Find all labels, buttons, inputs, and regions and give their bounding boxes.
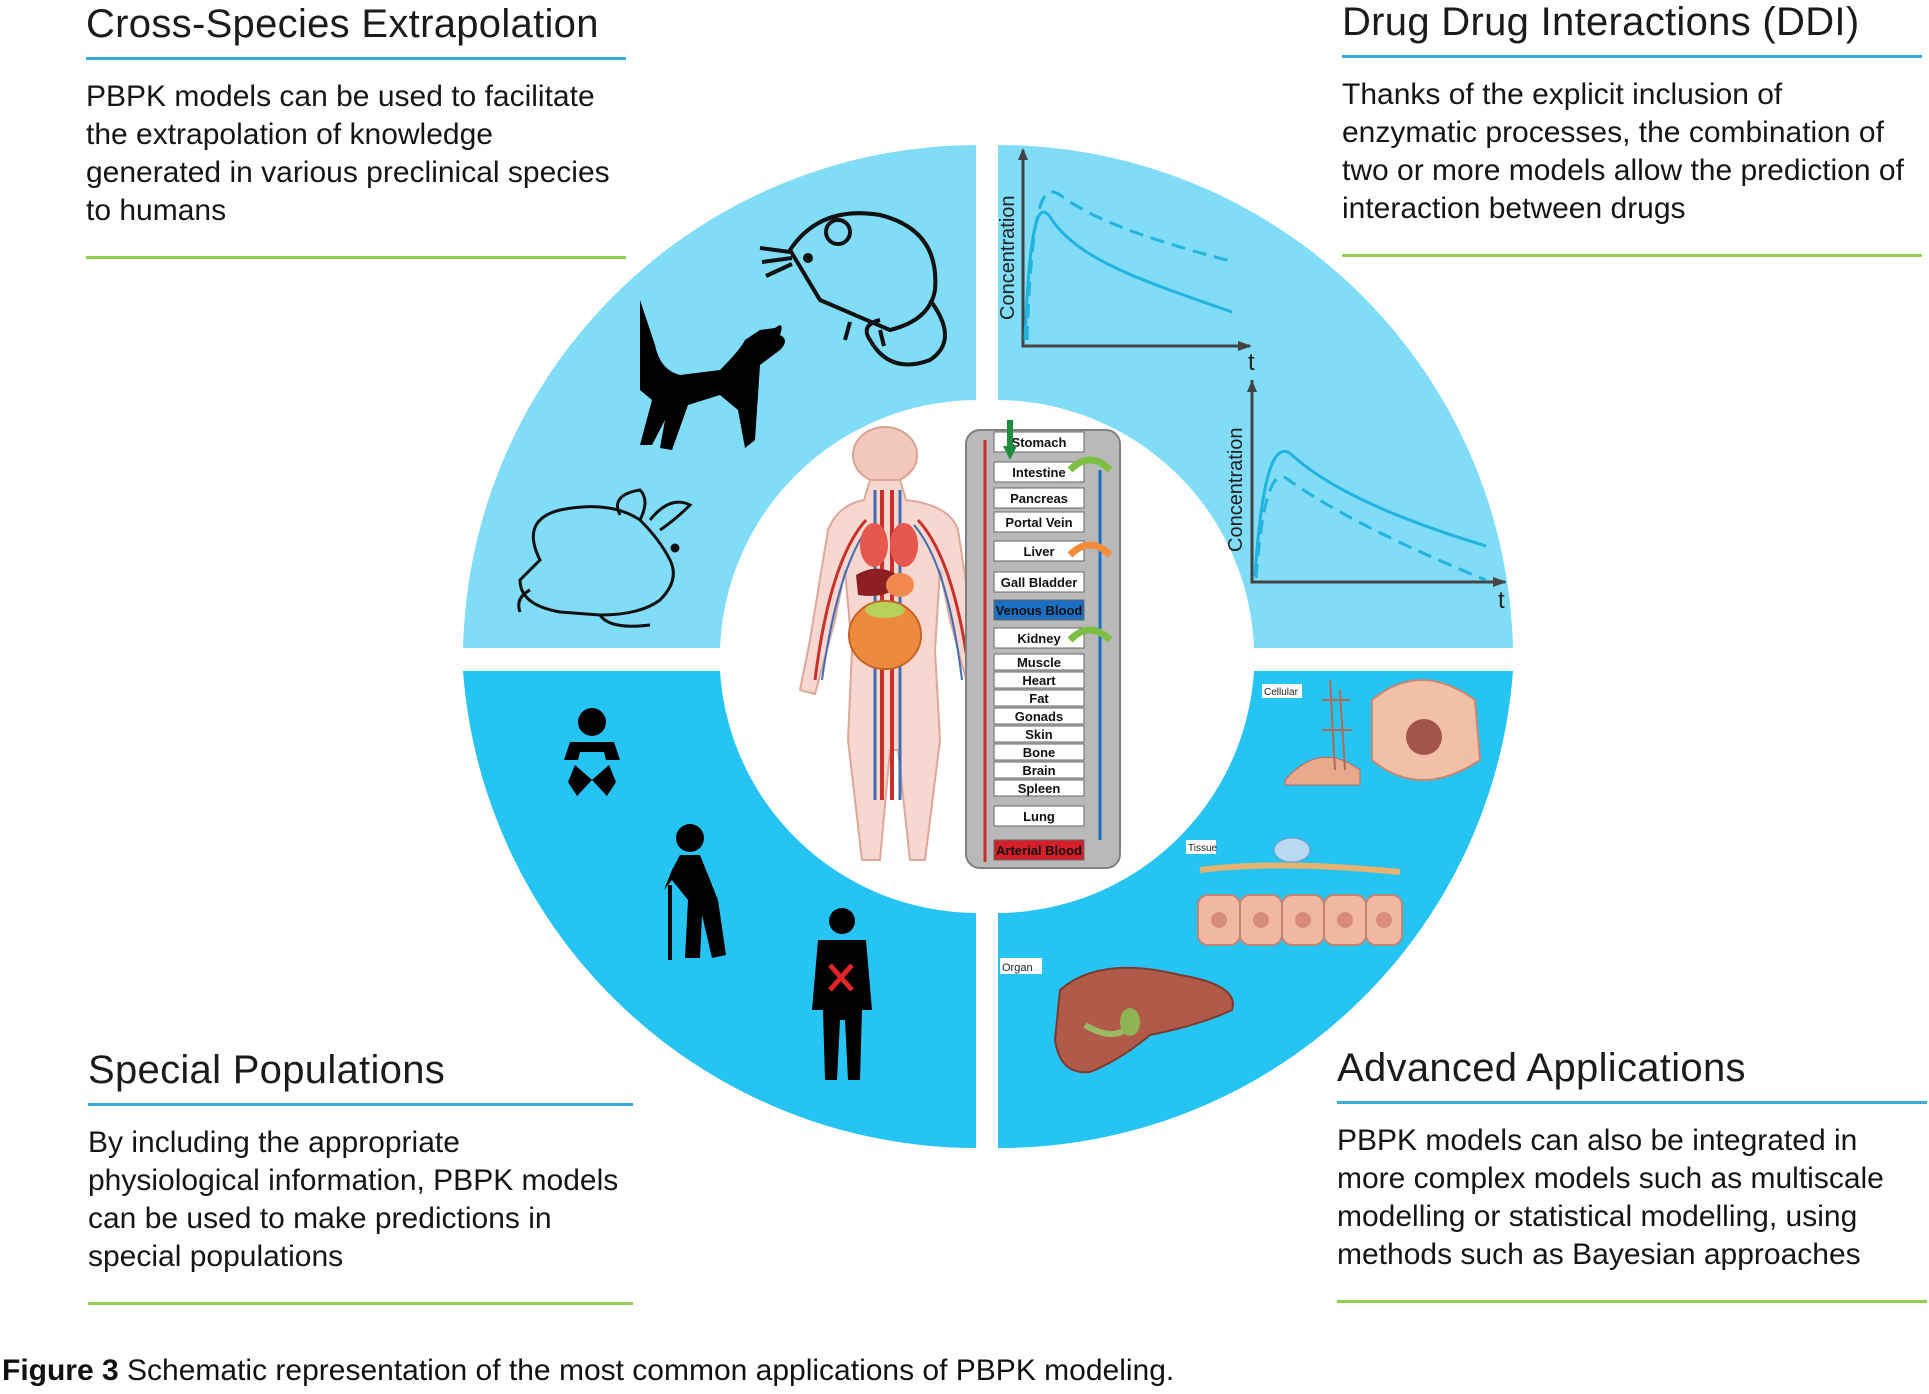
compartment-box xyxy=(993,461,1085,483)
curve-solid-lower xyxy=(1253,449,1487,577)
compartment-label: Arterial Blood xyxy=(996,843,1082,858)
cellular-label: Cellular xyxy=(1264,687,1299,698)
ddi-text: Thanks of the explicit inclusion of enzy… xyxy=(1342,76,1922,257)
compartment-label: Brain xyxy=(1022,763,1055,778)
cellular-illustration: Cellular xyxy=(1262,679,1482,786)
compartment-box xyxy=(993,599,1085,621)
figure-caption: Figure 3 Schematic representation of the… xyxy=(2,1354,1174,1388)
curve-dashed-upper xyxy=(1025,190,1235,341)
compartment-box xyxy=(993,671,1085,689)
ddi-plot-lower: Concentration t xyxy=(1225,380,1507,614)
compartment-box xyxy=(993,487,1085,509)
compartment-box xyxy=(993,707,1085,725)
ddi-title: Drug Drug Interactions (DDI) xyxy=(1342,0,1922,58)
compartment-box xyxy=(993,839,1085,861)
compartment-box xyxy=(993,627,1085,649)
compartment-label: Venous Blood xyxy=(996,603,1083,618)
special-populations-title: Special Populations xyxy=(88,1048,633,1106)
compartment-label: Intestine xyxy=(1012,465,1065,480)
rabbit-icon xyxy=(517,488,693,628)
compartment-label: Heart xyxy=(1022,673,1056,688)
compartment-box xyxy=(993,540,1085,562)
compartment-box xyxy=(993,689,1085,707)
liver-organ-illustration: Organ xyxy=(1000,958,1234,1074)
compartment-label: Muscle xyxy=(1017,655,1061,670)
y-axis-lower xyxy=(1250,380,1505,584)
elderly-icon xyxy=(664,824,726,960)
ylabel-lower: Concentration xyxy=(1225,427,1247,552)
human-body-illustration xyxy=(798,426,987,861)
compartment-box xyxy=(993,805,1085,827)
xlabel-lower: t xyxy=(1498,587,1505,614)
compartment-box xyxy=(993,761,1085,779)
tissue-illustration: Tissue xyxy=(1186,837,1403,946)
tissue-label: Tissue xyxy=(1188,843,1218,854)
mouse-icon xyxy=(759,211,947,367)
compartment-label: Kidney xyxy=(1017,631,1061,646)
ddi-panel: Drug Drug Interactions (DDI) Thanks of t… xyxy=(1342,0,1922,257)
compartment-label: Portal Vein xyxy=(1005,515,1072,530)
y-axis-upper xyxy=(1021,150,1250,348)
pbpk-ring-diagram: Concentration t Concentration t Cellular… xyxy=(463,145,1513,1149)
cross-species-panel: Cross-Species Extrapolation PBPK models … xyxy=(86,2,626,259)
cross-species-title: Cross-Species Extrapolation xyxy=(86,2,626,60)
compartment-label: Stomach xyxy=(1012,435,1067,450)
special-populations-panel: Special Populations By including the app… xyxy=(88,1048,633,1305)
ylabel-upper: Concentration xyxy=(997,195,1019,320)
compartment-box xyxy=(993,779,1085,797)
compartment-box xyxy=(993,653,1085,671)
pbpk-compartment-schema: Stomach Intestine Pancreas Portal Vein Liver… xyxy=(965,420,1121,869)
figure-caption-text: Schematic representation of the most com… xyxy=(118,1354,1175,1387)
compartment-box xyxy=(993,743,1085,761)
advanced-text: PBPK models can also be integrated in mo… xyxy=(1337,1122,1927,1303)
compartment-label: Bone xyxy=(1023,745,1056,760)
advanced-panel: Advanced Applications PBPK models can al… xyxy=(1337,1046,1927,1303)
compartment-label: Spleen xyxy=(1018,781,1061,796)
cross-species-text: PBPK models can be used to facilitate th… xyxy=(86,78,626,259)
curve-dashed-lower xyxy=(1254,475,1487,582)
patient-icon xyxy=(812,908,872,1080)
figure-label: Figure 3 xyxy=(2,1354,119,1387)
compartment-label: Lung xyxy=(1023,809,1055,824)
compartment-label: Gonads xyxy=(1015,709,1063,724)
compartment-label: Skin xyxy=(1025,727,1053,742)
dog-icon xyxy=(640,300,785,450)
compartment-box xyxy=(993,725,1085,743)
baby-icon xyxy=(564,708,620,796)
ddi-plot-upper: Concentration t xyxy=(997,148,1255,376)
xlabel-upper: t xyxy=(1248,349,1255,376)
ring-quadrant-top-right xyxy=(998,145,1513,648)
compartment-label: Gall Bladder xyxy=(1001,575,1078,590)
compartment-label: Liver xyxy=(1023,544,1054,559)
compartment-label: Pancreas xyxy=(1010,491,1068,506)
advanced-title: Advanced Applications xyxy=(1337,1046,1927,1104)
compartment-box xyxy=(993,511,1085,533)
compartment-box xyxy=(993,571,1085,593)
organ-label: Organ xyxy=(1002,962,1033,974)
compartment-label: Fat xyxy=(1029,691,1049,706)
special-populations-text: By including the appropriate physiologic… xyxy=(88,1124,633,1305)
